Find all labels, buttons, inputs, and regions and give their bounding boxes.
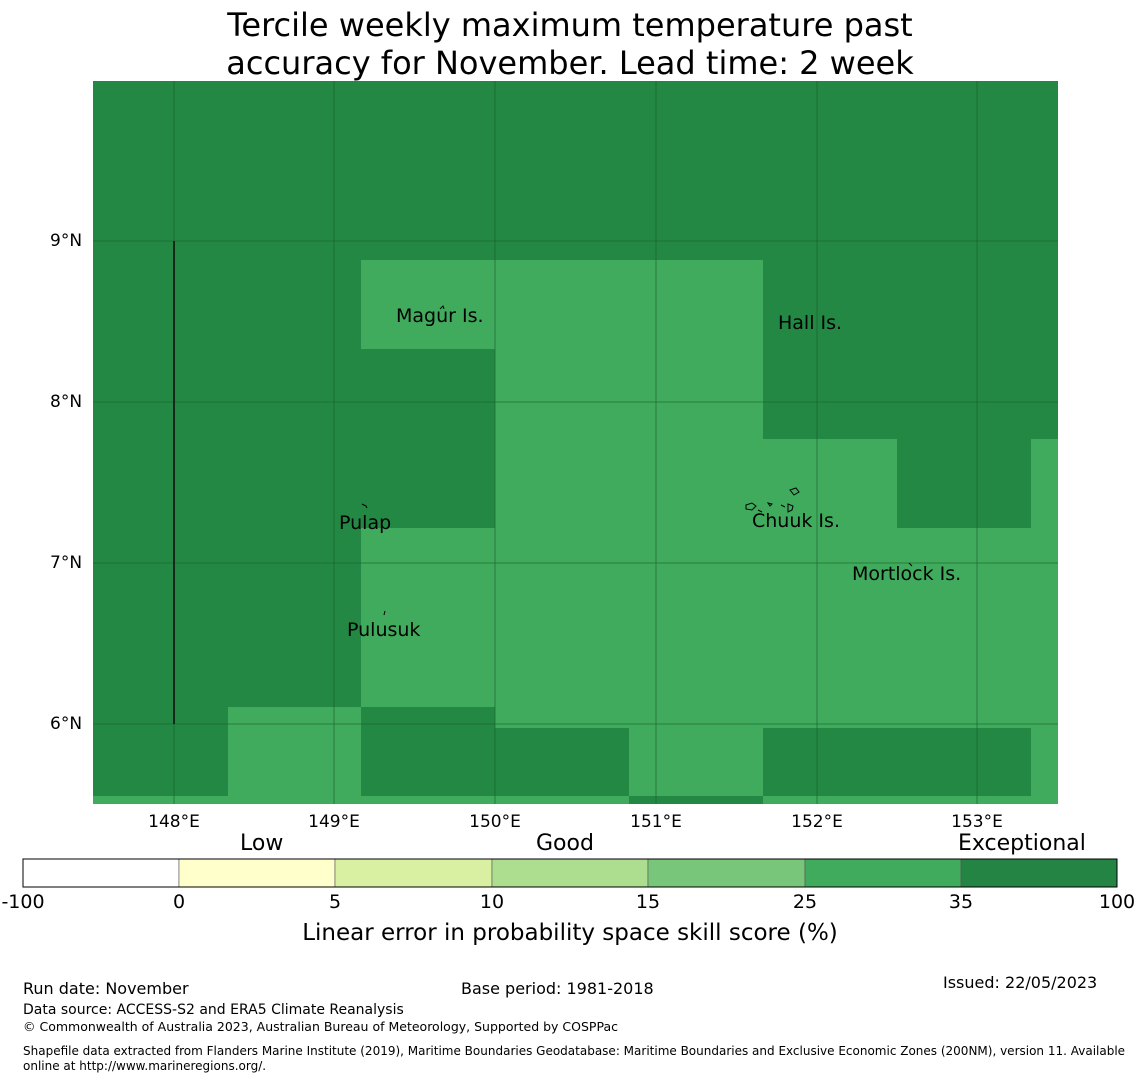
lon-label-150e: 150°E — [469, 812, 521, 832]
category-label-low: Low — [240, 831, 284, 856]
place-label-magur: Magur Is. — [396, 305, 484, 327]
lon-label-148e: 148°E — [148, 812, 200, 832]
lon-label-153e: 153°E — [951, 812, 1003, 832]
category-label-exceptional: Exceptional — [958, 831, 1086, 856]
region-south-west — [228, 707, 361, 804]
title-line-1: Tercile weekly maximum temperature past — [227, 6, 913, 44]
lat-label-6n: 6°N — [50, 714, 83, 734]
region-central-north — [495, 260, 763, 728]
region-central-east — [763, 439, 897, 728]
colorbar-swatch-3 — [334, 858, 493, 888]
colorbar-tick: 10 — [479, 891, 505, 913]
category-label-good: Good — [536, 831, 594, 856]
colorbar-label: Linear error in probability space skill … — [302, 920, 838, 946]
island-pulap — [361, 503, 368, 509]
map-title: Tercile weekly maximum temperature past … — [0, 6, 1140, 82]
island-magur — [439, 305, 445, 310]
colorbar-swatch-1 — [22, 858, 180, 888]
lat-label-9n: 9°N — [50, 231, 83, 251]
colorbar-tick: 25 — [792, 891, 818, 913]
colorbar-tick: 35 — [948, 891, 974, 913]
lat-label-7n: 7°N — [50, 553, 83, 573]
region-south-strip-c — [763, 796, 1058, 804]
issued-date: Issued: 22/05/2023 — [943, 973, 1098, 992]
place-label-hall: Hall Is. — [778, 312, 843, 334]
place-label-pulap: Pulap — [339, 512, 392, 534]
data-source: Data source: ACCESS-S2 and ERA5 Climate … — [23, 1002, 404, 1018]
colorbar-swatch-7 — [960, 858, 1118, 888]
colorbar-tick: 15 — [635, 891, 661, 913]
colorbar-tick: 5 — [328, 891, 342, 913]
colorbar-swatch-6 — [804, 858, 962, 888]
region-east-edge — [1031, 439, 1058, 804]
colorbar-swatch-5 — [647, 858, 806, 888]
title-line-2: accuracy for November. Lead time: 2 week — [226, 44, 914, 82]
region-south-mid — [629, 707, 763, 796]
lon-label-151e: 151°E — [630, 812, 682, 832]
colorbar-tick: 0 — [172, 891, 186, 913]
region-mortlock — [897, 528, 1031, 728]
island-pulusuk — [383, 610, 386, 616]
place-label-pulusuk: Pulusuk — [347, 619, 421, 641]
run-date: Run date: November — [23, 979, 189, 998]
skill-regions-good — [93, 260, 1058, 804]
colorbar-swatch-4 — [491, 858, 649, 888]
colorbar-frame — [22, 858, 1118, 888]
colorbar-tick: 100 — [1098, 891, 1136, 913]
place-label-mortlock: Mortlock Is. — [852, 563, 962, 585]
region-pulusuk — [361, 528, 495, 707]
lon-label-149e: 149°E — [308, 812, 360, 832]
shapefile-credit-line-1: Shapefile data extracted from Flanders M… — [23, 1044, 1126, 1058]
island-outlines — [361, 305, 913, 616]
colorbar-swatch-2 — [178, 858, 336, 888]
copyright: © Commonwealth of Australia 2023, Austra… — [23, 1019, 618, 1034]
colorbar — [22, 858, 1118, 888]
colorbar-tick: -100 — [1, 891, 45, 913]
island-chuuk-ring — [745, 487, 800, 513]
lon-label-152e: 152°E — [791, 812, 843, 832]
shapefile-credit-line-2: online at http://www.marineregions.org/. — [23, 1059, 267, 1073]
island-mortlock — [908, 562, 913, 567]
place-label-chuuk: Chuuk Is. — [752, 510, 840, 532]
base-period: Base period: 1981-2018 — [461, 979, 654, 998]
region-magur — [361, 260, 495, 349]
region-south-strip-a — [93, 796, 228, 804]
lat-label-8n: 8°N — [50, 392, 83, 412]
